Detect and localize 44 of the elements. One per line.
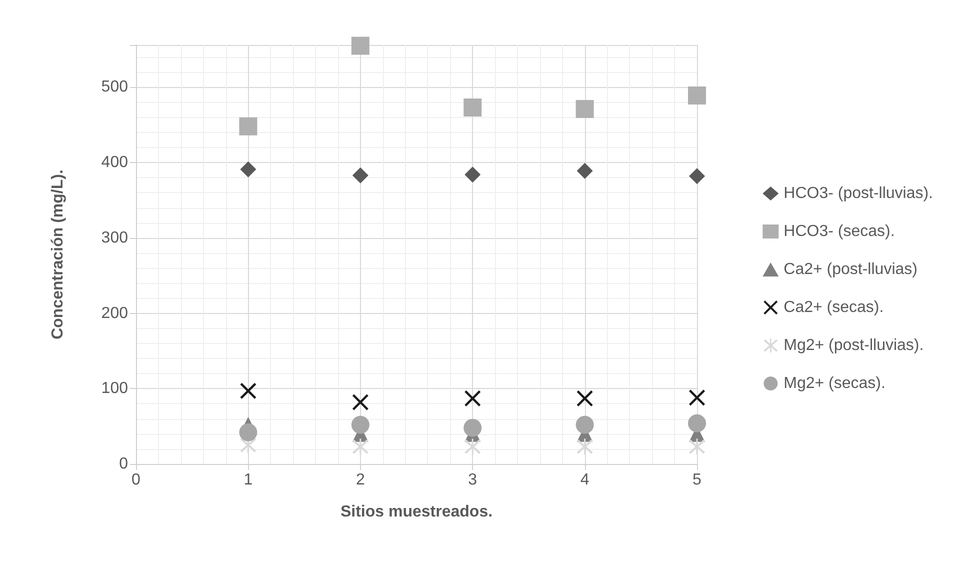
point xyxy=(352,394,368,410)
point xyxy=(240,161,256,178)
x-tick-label: 3 xyxy=(468,472,478,488)
point xyxy=(464,438,481,455)
x-tick-label: 2 xyxy=(356,472,365,488)
point xyxy=(352,438,368,455)
point xyxy=(576,390,593,406)
point xyxy=(689,168,705,184)
point xyxy=(576,100,594,118)
point xyxy=(576,416,594,434)
point xyxy=(464,390,481,406)
point xyxy=(239,117,258,136)
y-axis-title: Concentración (mg/L). xyxy=(50,170,66,340)
x-axis-title: Sitios muestreados. xyxy=(340,504,493,520)
point xyxy=(689,438,705,455)
y-tick-label: 300 xyxy=(101,229,128,246)
point xyxy=(351,416,370,434)
point xyxy=(576,438,593,455)
point xyxy=(352,167,368,184)
point xyxy=(464,418,482,437)
point xyxy=(239,423,258,442)
x-tick-label: 4 xyxy=(580,472,590,488)
y-tick-label: 200 xyxy=(101,304,128,322)
y-tick-label: 500 xyxy=(101,78,128,96)
x-tick-label: 5 xyxy=(692,472,702,488)
legend-label: Mg2+ (post-lluvias). xyxy=(784,337,924,354)
y-tick-label: 100 xyxy=(101,380,128,398)
point xyxy=(464,98,482,117)
legend-label: HCO3- (secas). xyxy=(784,223,895,240)
point xyxy=(240,382,256,399)
point xyxy=(688,86,706,104)
legend-label: Mg2+ (secas). xyxy=(784,375,886,392)
legend-label: HCO3- (post-lluvias). xyxy=(784,185,933,202)
x-tick-label: 1 xyxy=(244,472,253,488)
legend-label: Ca2+ (secas). xyxy=(784,299,884,316)
point xyxy=(689,390,705,406)
point xyxy=(688,414,706,432)
point xyxy=(464,166,481,183)
x-tick-label: 0 xyxy=(132,472,141,488)
legend-label: Ca2+ (post-lluvias) xyxy=(784,261,918,278)
point xyxy=(576,162,593,179)
y-tick-label: 400 xyxy=(101,154,128,172)
y-tick-label: 0 xyxy=(119,456,128,472)
point xyxy=(351,36,370,55)
